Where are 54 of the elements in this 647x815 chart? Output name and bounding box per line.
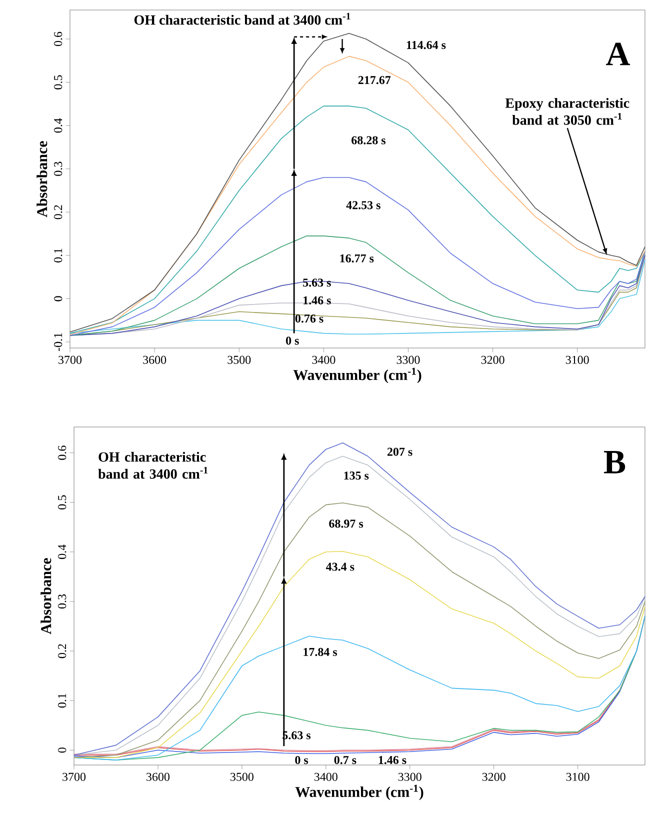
x-tick-label: 3100 — [566, 772, 590, 781]
series-label: 42.53 s — [346, 201, 380, 210]
y-tick-label: 0.1 — [58, 694, 66, 708]
y-tick-label: 0.2 — [54, 205, 62, 220]
y-axis-title: Absorbance — [36, 141, 48, 218]
series-label: 0 s — [295, 756, 308, 764]
x-tick-label: 3200 — [481, 356, 504, 364]
series-label: 16.77 s — [340, 254, 374, 262]
x-tick-label: 3500 — [228, 356, 251, 364]
x-tick-label: 3600 — [146, 772, 170, 781]
series-label: 1.46 s — [304, 296, 331, 304]
x-axis-title: Wavenumber (cm$^{-1}$) — [293, 368, 422, 384]
x-tick-label: 3700 — [62, 772, 86, 781]
text: B — [604, 450, 626, 474]
x-tick-label: 3400 — [314, 772, 338, 781]
series-label: 1.46 s — [378, 756, 406, 764]
y-tick-label: 0.4 — [54, 118, 62, 133]
annotation: OH characteristic band at 3400 cm$^{-1}$ — [98, 452, 208, 479]
series-label: 68.97 s — [329, 520, 364, 528]
text: A — [606, 42, 630, 66]
x-tick-label: 3300 — [396, 356, 420, 364]
series-label: 68.28 s — [352, 136, 386, 144]
y-tick-label: 0 — [58, 748, 66, 753]
y-tick-label: 0.3 — [54, 162, 62, 176]
y-tick-label: 0.4 — [58, 544, 66, 559]
series-label: 207 s — [387, 448, 412, 456]
x-tick-label: 3300 — [398, 772, 422, 781]
series-label: 135 s — [344, 472, 369, 480]
x-tick-label: 3100 — [566, 356, 589, 364]
y-tick-label: 0.5 — [54, 75, 62, 90]
x-tick-label: 3500 — [230, 772, 254, 781]
x-tick-label: 3200 — [482, 772, 506, 781]
x-tick-label: 3400 — [312, 356, 336, 364]
annotation: OH characteristic band at 3400 cm$^{-1}$ — [134, 12, 350, 25]
y-tick-label: 0.3 — [58, 594, 66, 609]
series-label: 217.67 — [358, 76, 391, 84]
series-label: 0.7 s — [334, 756, 356, 764]
x-axis-title: Wavenumber (cm$^{-1}$) — [295, 784, 424, 800]
y-tick-label: 0.1 — [54, 248, 62, 262]
y-tick-label: -0.1 — [54, 333, 62, 352]
x-tick-label: 3700 — [58, 356, 82, 364]
x-tick-label: 3600 — [143, 356, 166, 364]
series-label: 17.84 s — [304, 648, 338, 656]
y-tick-label: 0.6 — [54, 32, 62, 46]
annotation: Epoxy characteristic band at 3050 cm$^{-1}$ — [505, 98, 630, 125]
y-axis-title: Absorbance — [40, 558, 52, 634]
series-label: 114.64 s — [406, 41, 446, 50]
y-tick-label: 0.2 — [58, 644, 66, 658]
y-tick-label: 0.5 — [58, 495, 66, 510]
series-label: 0 s — [286, 336, 299, 345]
y-tick-label: 0 — [54, 296, 62, 302]
y-tick-label: 0.6 — [58, 446, 66, 460]
series-label: 0.76 s — [295, 314, 324, 323]
series-label: 43.4 s — [326, 562, 354, 571]
